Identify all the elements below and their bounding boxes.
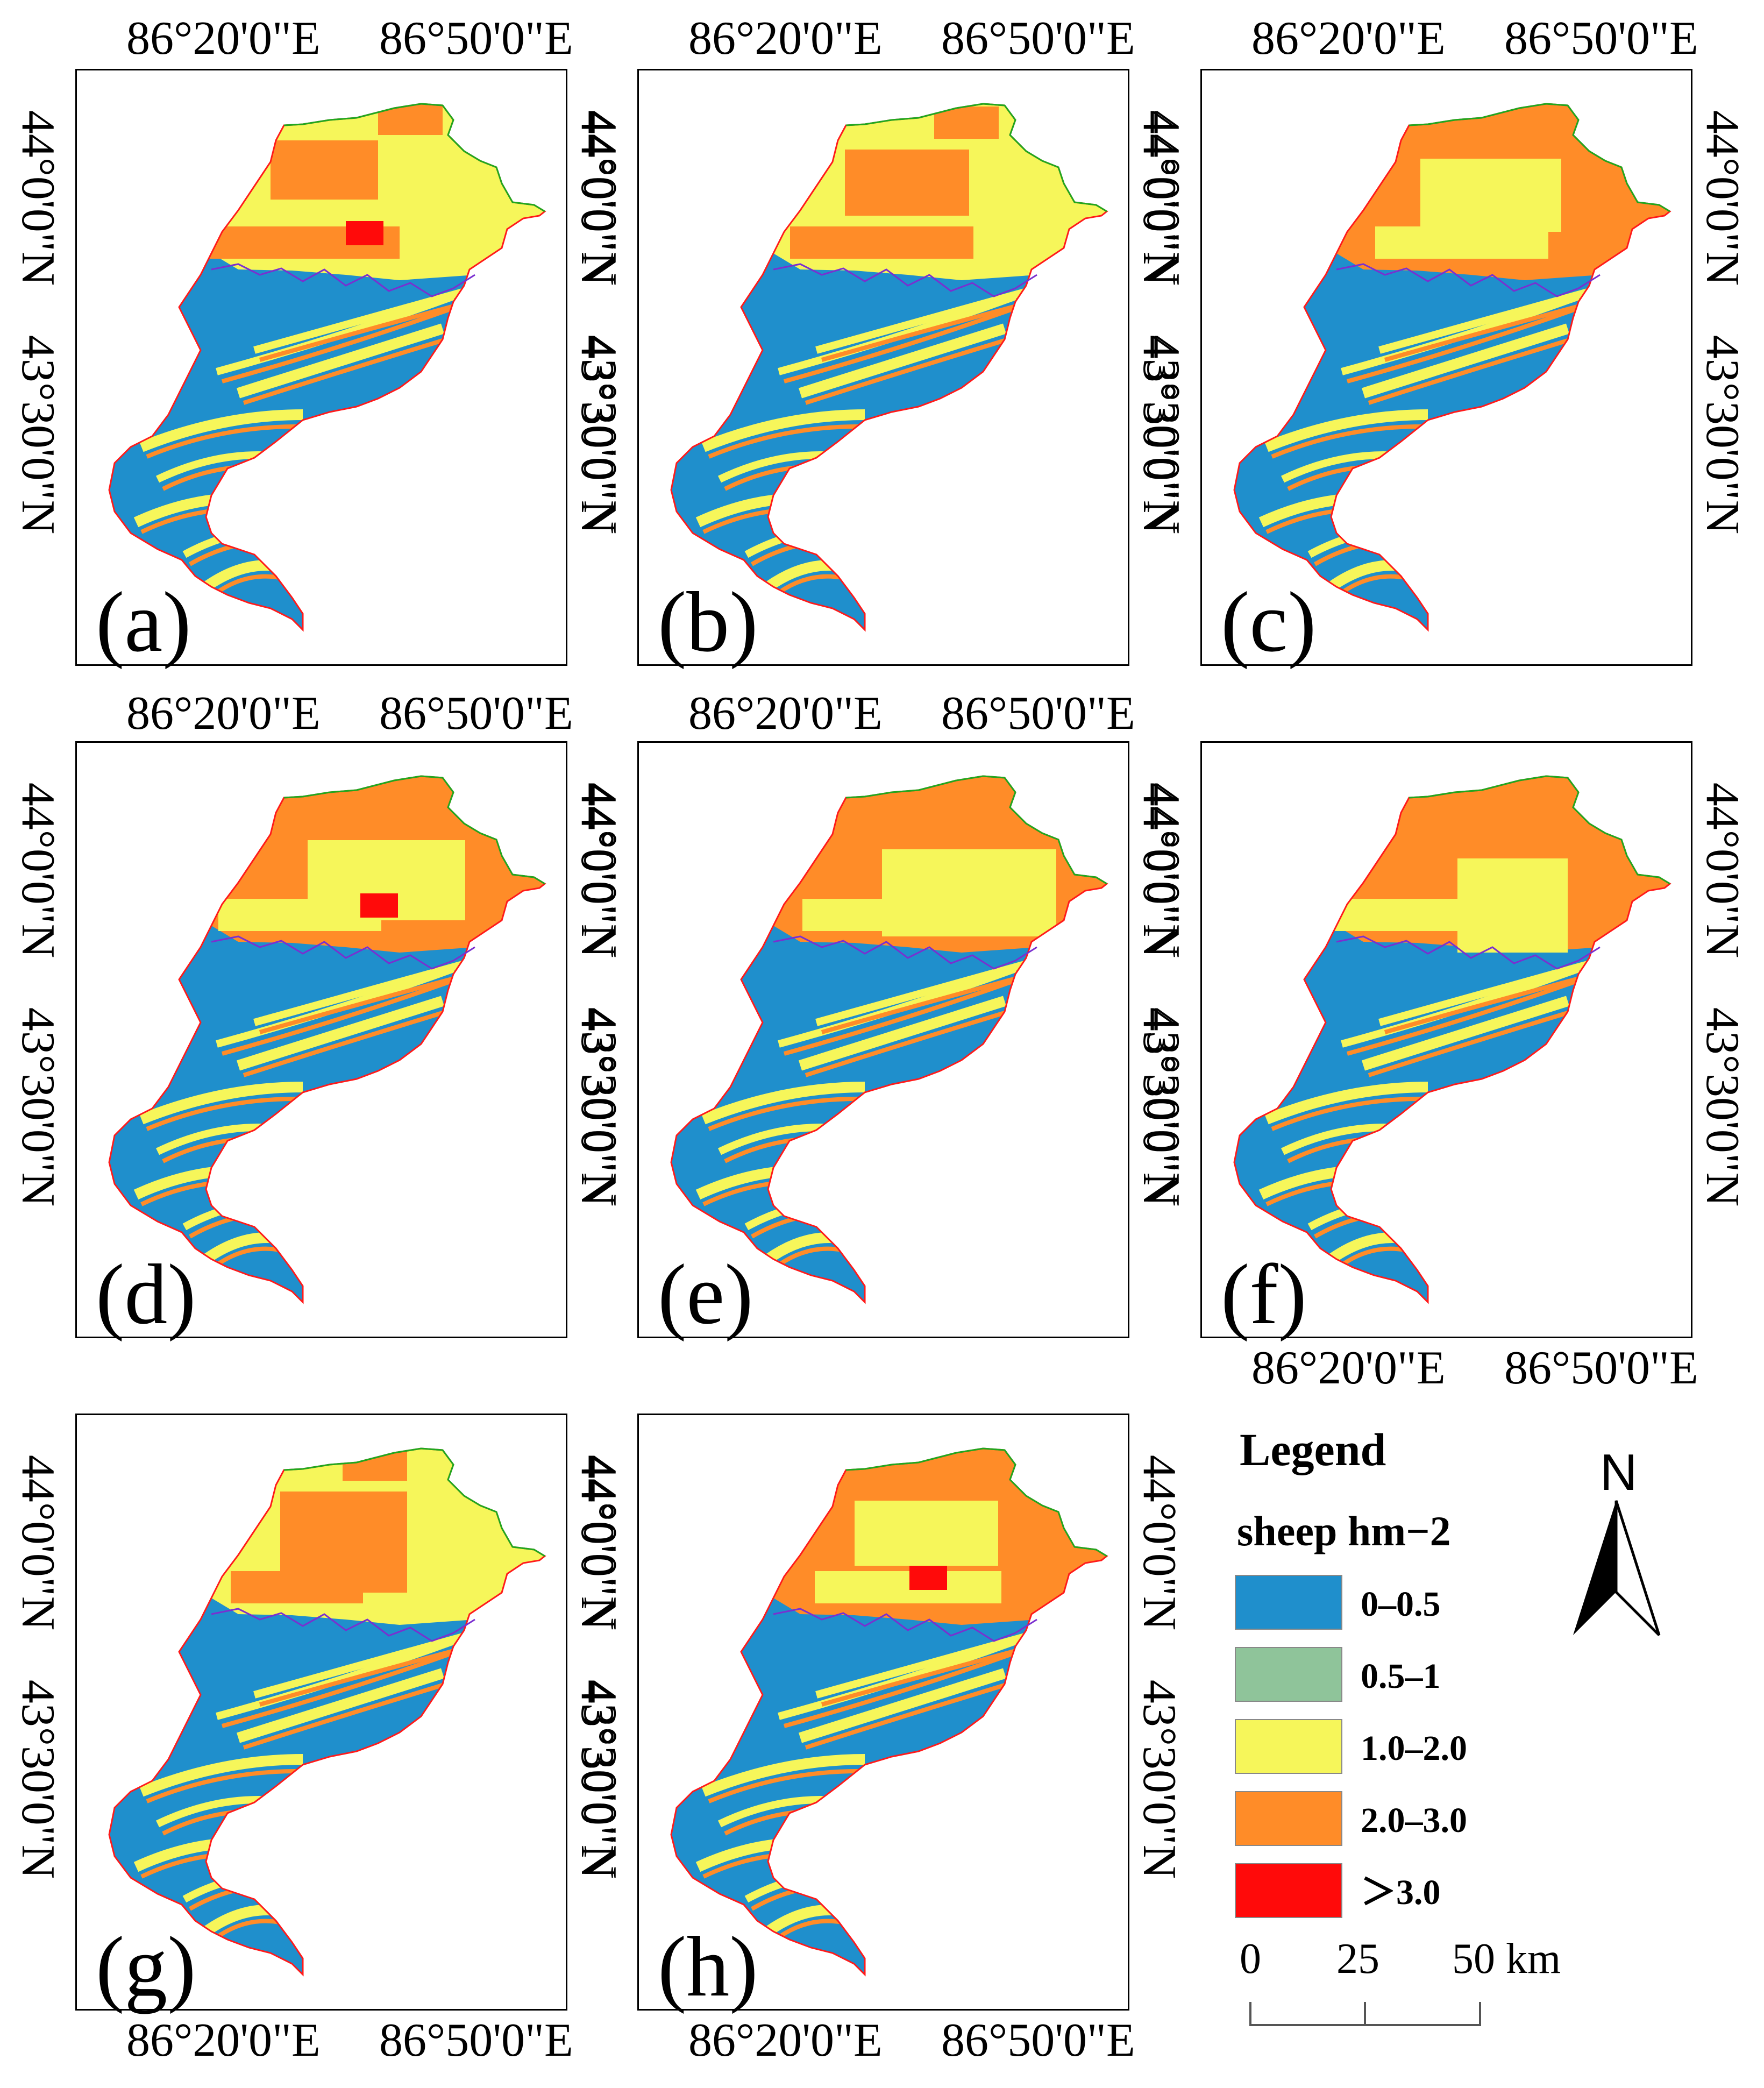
latitude-label: 44°0'0"N	[1696, 110, 1748, 286]
map-frame: (c)	[1200, 69, 1692, 666]
longitude-label: 86°50'0"E	[941, 687, 1135, 740]
latitude-label: 43°30'0"N	[12, 1007, 64, 1207]
latitude-label: 44°0'0"N	[1696, 782, 1748, 958]
grazing-density-map	[670, 1447, 1108, 1977]
legend-title: Legend	[1240, 1424, 1386, 1475]
latitude-label: 44°0'0"N	[574, 1454, 626, 1631]
latitude-label: 43°30'0"N	[574, 335, 626, 535]
latitude-label: 44°0'0"N	[12, 1454, 64, 1631]
latitude-label: 43°30'0"N	[574, 1679, 626, 1879]
latitude-label: 44°0'0"N	[12, 782, 64, 958]
longitude-label: 86°50'0"E	[1504, 1342, 1698, 1394]
grazing-density-map	[108, 1447, 546, 1977]
legend-swatch-1	[1235, 1575, 1342, 1630]
longitude-label: 86°50'0"E	[379, 12, 573, 65]
legend-swatch-2	[1235, 1647, 1342, 1702]
longitude-label: 86°20'0"E	[1251, 12, 1446, 65]
legend-subtitle: sheep hm−2	[1237, 1508, 1451, 1554]
panel-label: (h)	[658, 1919, 758, 2014]
latitude-label: 44°0'0"N	[1133, 1454, 1185, 1631]
legend-swatch-4	[1235, 1791, 1342, 1846]
legend-label-1: 0–0.5	[1361, 1585, 1441, 1624]
latitude-label: 43°30'0"N	[1696, 335, 1748, 535]
map-frame: (e)	[637, 741, 1129, 1338]
longitude-label: 86°20'0"E	[1251, 1342, 1446, 1394]
map-frame: (b)	[637, 69, 1129, 666]
latitude-label: 43°30'0"N	[12, 335, 64, 535]
latitude-label: 43°30'0"N	[12, 1679, 64, 1879]
scale-tick-50: 50 km	[1452, 1935, 1561, 1983]
panel-label: (f)	[1221, 1246, 1307, 1342]
legend-label-3: 1.0–2.0	[1361, 1729, 1467, 1768]
longitude-label: 86°50'0"E	[941, 2014, 1135, 2066]
latitude-label: 43°30'0"N	[1137, 335, 1189, 535]
longitude-label: 86°50'0"E	[379, 2014, 573, 2066]
longitude-label: 86°20'0"E	[126, 12, 321, 65]
map-frame: (f)	[1200, 741, 1692, 1338]
legend-swatch-5	[1235, 1863, 1342, 1918]
longitude-label: 86°20'0"E	[688, 12, 883, 65]
panel-label: (e)	[658, 1246, 753, 1342]
latitude-label: 44°0'0"N	[1137, 110, 1189, 286]
grazing-density-map	[1233, 775, 1671, 1304]
grazing-density-map	[1233, 103, 1671, 632]
latitude-label: 44°0'0"N	[574, 110, 626, 286]
latitude-label: 43°30'0"N	[1696, 1007, 1748, 1207]
panel-label: (g)	[96, 1919, 196, 2014]
legend-label-2: 0.5–1	[1361, 1657, 1441, 1696]
north-arrow-icon	[1573, 1500, 1661, 1636]
panel-label: (b)	[658, 574, 758, 670]
map-frame: (h)	[637, 1414, 1129, 2011]
longitude-label: 86°20'0"E	[126, 2014, 321, 2066]
longitude-label: 86°20'0"E	[688, 2014, 883, 2066]
latitude-label: 43°30'0"N	[1133, 1679, 1185, 1879]
latitude-label: 43°30'0"N	[574, 1007, 626, 1207]
panel-label: (d)	[96, 1246, 196, 1342]
longitude-label: 86°50'0"E	[379, 687, 573, 740]
grazing-density-map	[108, 775, 546, 1304]
scale-bar-line	[1249, 2002, 1481, 2026]
map-frame: (g)	[75, 1414, 567, 2011]
panel-label: (a)	[96, 574, 191, 670]
latitude-label: 44°0'0"N	[12, 110, 64, 286]
legend-swatch-3	[1235, 1719, 1342, 1774]
legend-label-4: 2.0–3.0	[1361, 1801, 1467, 1840]
longitude-label: 86°50'0"E	[1504, 12, 1698, 65]
panel-label: (c)	[1221, 574, 1317, 670]
legend-label-5: ＞3.0	[1361, 1873, 1441, 1912]
scale-tick-25: 25	[1336, 1935, 1379, 1983]
scale-tick-0: 0	[1240, 1935, 1261, 1983]
longitude-label: 86°20'0"E	[688, 687, 883, 740]
grazing-density-map	[670, 775, 1108, 1304]
latitude-label: 44°0'0"N	[1137, 782, 1189, 958]
latitude-label: 44°0'0"N	[574, 782, 626, 958]
map-frame: (a)	[75, 69, 567, 666]
latitude-label: 43°30'0"N	[1137, 1007, 1189, 1207]
longitude-label: 86°50'0"E	[941, 12, 1135, 65]
north-arrow-label: N	[1600, 1444, 1638, 1501]
grazing-density-map	[108, 103, 546, 632]
map-frame: (d)	[75, 741, 567, 1338]
longitude-label: 86°20'0"E	[126, 687, 321, 740]
grazing-density-map	[670, 103, 1108, 632]
